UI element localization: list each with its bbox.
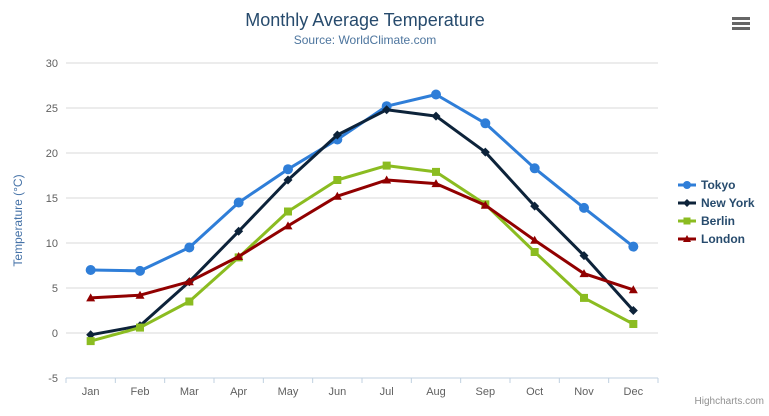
data-point[interactable] bbox=[85, 265, 96, 275]
y-axis-title: Temperature (°C) bbox=[11, 174, 25, 266]
legend-marker-icon bbox=[678, 217, 696, 225]
chart-title: Monthly Average Temperature bbox=[245, 10, 485, 30]
data-point[interactable] bbox=[629, 320, 638, 328]
data-point[interactable] bbox=[480, 200, 490, 209]
data-point bbox=[683, 217, 691, 225]
data-point bbox=[683, 199, 691, 207]
legend-marker-icon bbox=[678, 235, 696, 242]
x-tick-label: Aug bbox=[426, 386, 446, 398]
data-point[interactable] bbox=[431, 179, 441, 188]
data-point[interactable] bbox=[628, 241, 639, 252]
data-point[interactable] bbox=[382, 161, 391, 170]
data-point[interactable] bbox=[628, 306, 638, 315]
x-tick-label: Jul bbox=[380, 386, 394, 398]
legend-label: New York bbox=[701, 196, 755, 210]
data-point[interactable] bbox=[432, 167, 440, 176]
data-point bbox=[683, 235, 691, 242]
data-point[interactable] bbox=[480, 118, 491, 129]
data-point[interactable] bbox=[580, 293, 588, 302]
data-point[interactable] bbox=[529, 163, 540, 174]
legend-label: Tokyo bbox=[701, 178, 736, 192]
y-tick-label: 0 bbox=[52, 328, 58, 340]
data-point[interactable] bbox=[284, 207, 292, 216]
data-point[interactable] bbox=[579, 202, 589, 213]
y-tick-label: 25 bbox=[46, 103, 58, 115]
data-point[interactable] bbox=[283, 164, 293, 175]
data-point bbox=[683, 181, 691, 189]
x-tick-label: Nov bbox=[574, 386, 594, 398]
y-tick-label: 15 bbox=[46, 193, 58, 205]
data-point[interactable] bbox=[332, 130, 342, 140]
x-tick-label: Dec bbox=[624, 386, 644, 398]
x-tick-label: Feb bbox=[131, 386, 150, 398]
legend-item-tokyo[interactable]: Tokyo bbox=[678, 176, 755, 194]
x-tick-label: Apr bbox=[230, 386, 247, 398]
data-point[interactable] bbox=[185, 297, 194, 306]
series-tokyo bbox=[85, 89, 639, 276]
data-point[interactable] bbox=[530, 201, 540, 211]
series-line bbox=[89, 108, 635, 337]
data-point[interactable] bbox=[382, 105, 392, 115]
data-point[interactable] bbox=[135, 265, 145, 276]
data-point[interactable] bbox=[283, 175, 293, 185]
data-point[interactable] bbox=[382, 175, 392, 184]
series-new-york bbox=[86, 105, 638, 340]
data-point[interactable] bbox=[480, 147, 490, 157]
credits-link[interactable]: Highcharts.com bbox=[694, 396, 764, 407]
y-tick-label: 10 bbox=[46, 238, 58, 250]
data-point[interactable] bbox=[431, 89, 441, 100]
data-point[interactable] bbox=[628, 285, 638, 294]
data-point[interactable] bbox=[579, 251, 589, 261]
chart-subtitle: Source: WorldClimate.com bbox=[293, 33, 437, 47]
x-tick-label: Jan bbox=[82, 386, 100, 398]
data-point[interactable] bbox=[86, 330, 96, 340]
series-line bbox=[89, 178, 635, 300]
legend-label: London bbox=[701, 232, 745, 246]
data-point[interactable] bbox=[530, 248, 539, 256]
series-line bbox=[89, 164, 635, 343]
legend-item-berlin[interactable]: Berlin bbox=[678, 212, 755, 230]
data-point[interactable] bbox=[333, 176, 342, 184]
y-tick-label: 20 bbox=[46, 148, 58, 160]
x-tick-label: Mar bbox=[180, 386, 199, 398]
y-tick-label: 5 bbox=[52, 283, 58, 295]
x-tick-label: May bbox=[278, 386, 299, 398]
y-tick-label: -5 bbox=[48, 373, 58, 385]
legend-item-new-york[interactable]: New York bbox=[678, 194, 755, 212]
export-menu-icon[interactable] bbox=[732, 17, 750, 32]
x-tick-label: Oct bbox=[526, 386, 543, 398]
data-point[interactable] bbox=[234, 252, 244, 260]
data-point[interactable] bbox=[86, 337, 95, 346]
data-point[interactable] bbox=[184, 277, 194, 286]
data-point[interactable] bbox=[86, 293, 96, 302]
legend-label: Berlin bbox=[701, 214, 736, 228]
legend-marker-icon bbox=[678, 199, 696, 207]
data-point[interactable] bbox=[233, 197, 244, 208]
data-point[interactable] bbox=[530, 235, 540, 244]
data-point[interactable] bbox=[135, 290, 145, 299]
legend-marker-icon bbox=[678, 181, 696, 189]
legend: Tokyo New York Berlin London bbox=[678, 176, 755, 248]
data-point[interactable] bbox=[283, 221, 293, 230]
data-point[interactable] bbox=[431, 111, 441, 121]
data-point[interactable] bbox=[234, 226, 244, 236]
data-point[interactable] bbox=[579, 269, 589, 278]
data-point[interactable] bbox=[184, 242, 195, 253]
legend-item-london[interactable]: London bbox=[678, 230, 755, 248]
x-tick-label: Jun bbox=[328, 386, 346, 398]
series-london bbox=[86, 175, 638, 302]
data-point[interactable] bbox=[136, 323, 144, 332]
y-tick-label: 30 bbox=[46, 58, 58, 70]
x-tick-label: Sep bbox=[476, 386, 496, 398]
data-point[interactable] bbox=[332, 191, 342, 200]
